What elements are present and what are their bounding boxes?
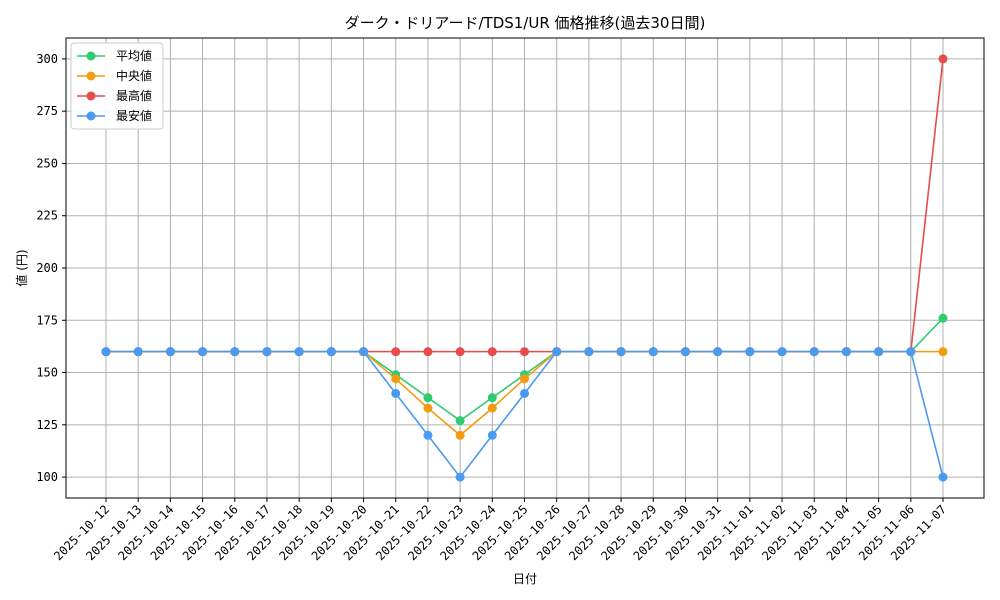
y-tick-label: 200 <box>36 261 58 275</box>
data-point <box>487 403 497 413</box>
data-point <box>648 347 658 357</box>
y-tick-label: 125 <box>36 418 58 432</box>
data-point <box>487 347 497 357</box>
y-tick-label: 150 <box>36 366 58 380</box>
data-point <box>487 393 497 403</box>
data-point <box>455 472 465 482</box>
data-point <box>584 347 594 357</box>
data-point <box>745 347 755 357</box>
data-point <box>809 347 819 357</box>
data-point <box>520 347 529 357</box>
y-tick-label: 300 <box>36 52 58 66</box>
y-tick-label: 275 <box>36 104 58 118</box>
legend-marker <box>86 91 96 101</box>
grid <box>66 38 984 498</box>
data-point <box>423 430 433 440</box>
data-point <box>423 347 433 357</box>
data-point <box>938 54 948 64</box>
data-point <box>680 347 690 357</box>
legend-marker <box>86 51 96 61</box>
legend-label: 最高値 <box>116 88 152 103</box>
x-axis-label: 日付 <box>513 572 537 586</box>
chart-title: ダーク・ドリアード/TDS1/UR 価格推移(過去30日間) <box>345 14 706 32</box>
data-point <box>455 430 465 440</box>
data-point <box>455 347 465 357</box>
y-tick-label: 175 <box>36 313 58 327</box>
x-axis-ticks: 2025-10-122025-10-132025-10-142025-10-15… <box>51 498 949 563</box>
series-layer <box>101 54 948 482</box>
data-point <box>230 347 240 357</box>
data-point <box>841 347 851 357</box>
legend-label: 平均値 <box>116 48 152 63</box>
data-point <box>938 347 948 357</box>
data-point <box>198 347 208 357</box>
data-point <box>938 313 948 323</box>
legend-label: 中央値 <box>116 68 152 83</box>
data-point <box>423 403 433 413</box>
data-point <box>777 347 787 357</box>
data-point <box>326 347 336 357</box>
data-point <box>552 347 562 357</box>
y-tick-label: 100 <box>36 470 58 484</box>
data-point <box>165 347 175 357</box>
data-point <box>294 347 304 357</box>
legend-label: 最安値 <box>116 108 152 123</box>
plot-frame <box>65 37 985 499</box>
data-point <box>391 388 401 398</box>
legend-marker <box>86 111 96 121</box>
y-axis-ticks: 100 125 150 175 200 225 250 275 300 <box>36 52 66 484</box>
data-point <box>713 347 723 357</box>
data-point <box>391 374 401 384</box>
y-tick-label: 225 <box>36 209 58 223</box>
legend-marker <box>86 71 96 81</box>
data-point <box>938 472 948 482</box>
data-point <box>906 347 916 357</box>
data-point <box>874 347 884 357</box>
data-point <box>262 347 272 357</box>
data-point <box>616 347 626 357</box>
data-point <box>520 388 529 398</box>
data-point <box>359 347 369 357</box>
data-point <box>423 393 433 403</box>
data-point <box>391 347 401 357</box>
data-point <box>487 430 497 440</box>
data-point <box>455 416 465 426</box>
data-point <box>133 347 143 357</box>
y-tick-label: 250 <box>36 156 58 170</box>
data-point <box>520 374 529 384</box>
data-point <box>101 347 111 357</box>
y-axis-label: 値 (円) <box>14 249 29 286</box>
legend-box <box>70 42 164 130</box>
